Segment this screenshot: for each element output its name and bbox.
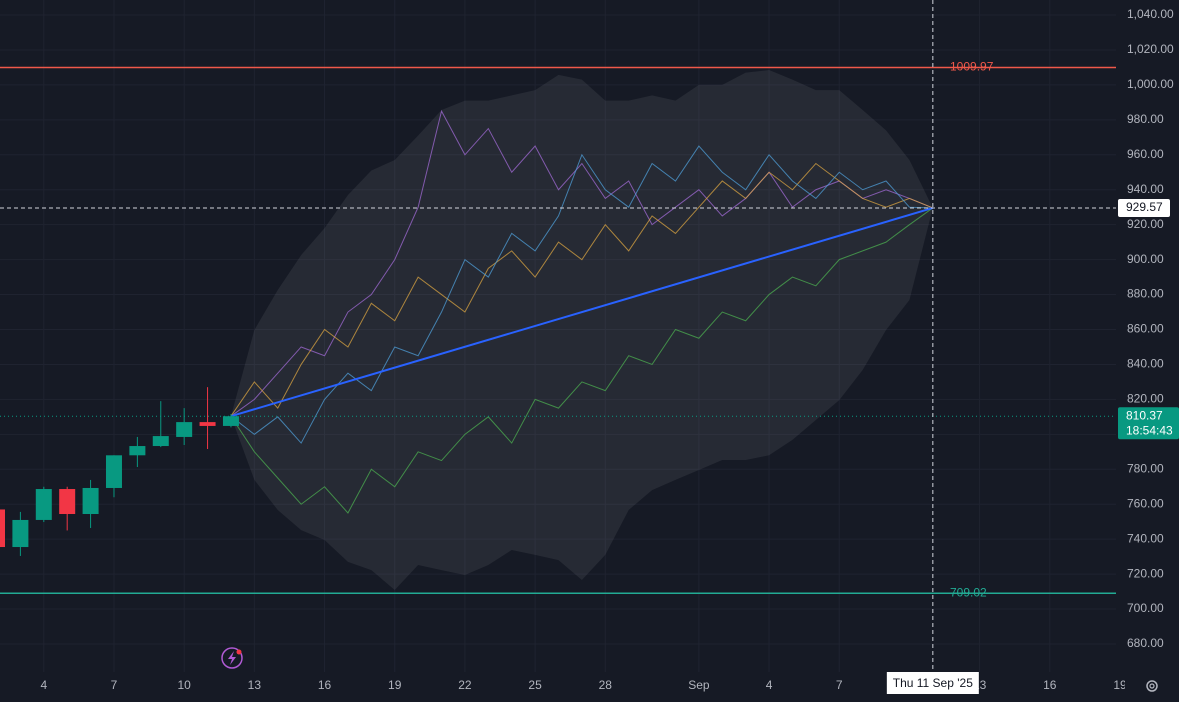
y-tick-label: 760.00 [1127, 496, 1164, 510]
last-price-label: 810.37 [1126, 408, 1163, 422]
y-tick-label: 740.00 [1127, 531, 1164, 545]
x-tick-label: 28 [599, 678, 613, 692]
simulation-path [230, 162, 934, 417]
crosshair-y-box [1118, 198, 1170, 217]
x-tick-label: 19 [388, 678, 402, 692]
y-tick-label: 1,000.00 [1127, 77, 1174, 91]
x-tick-label: 25 [528, 678, 542, 692]
crosshair-x-label: Thu 11 Sep '25 [893, 676, 973, 690]
x-tick-label: 7 [836, 678, 843, 692]
y-tick-label: 940.00 [1127, 182, 1164, 196]
x-tick-label: 22 [458, 678, 472, 692]
countdown-label: 18:54:43 [1126, 423, 1173, 437]
candle-body [59, 489, 76, 515]
candle-body [0, 509, 5, 548]
y-tick-label: 880.00 [1127, 287, 1164, 301]
crosshair-y-label: 929.57 [1126, 200, 1163, 214]
x-tick-label: 16 [318, 678, 332, 692]
last-price-box [1118, 407, 1179, 440]
simulation-envelope [230, 70, 933, 591]
simulation-path [230, 207, 934, 514]
y-tick-label: 780.00 [1127, 461, 1164, 475]
x-tick-label: 4 [40, 678, 47, 692]
y-tick-label: 960.00 [1127, 147, 1164, 161]
simulation-path [230, 109, 934, 417]
y-tick-label: 920.00 [1127, 217, 1164, 231]
mean-path [230, 206, 934, 418]
y-tick-label: 700.00 [1127, 601, 1164, 615]
y-tick-label: 1,020.00 [1127, 42, 1174, 56]
x-tick-label: 16 [1043, 678, 1057, 692]
y-tick-label: 900.00 [1127, 252, 1164, 266]
simulation-path [230, 145, 933, 444]
crosshair-x-box [886, 672, 979, 694]
x-tick-label: 7 [111, 678, 118, 692]
candle-body [82, 487, 99, 515]
candle-body [12, 519, 29, 548]
y-tick-label: 860.00 [1127, 322, 1164, 336]
y-tick-label: 820.00 [1127, 392, 1164, 406]
y-tick-label: 1,040.00 [1127, 7, 1174, 21]
hline-label: 709.02 [950, 585, 987, 599]
y-tick-label: 840.00 [1127, 357, 1164, 371]
candle-body [105, 455, 122, 488]
x-tick-label: 10 [177, 678, 191, 692]
y-tick-label: 980.00 [1127, 112, 1164, 126]
candle-body [199, 422, 216, 426]
candle-body [129, 446, 146, 456]
settings-icon[interactable] [1146, 680, 1158, 692]
x-tick-label: Sep [688, 678, 710, 692]
alert-icon[interactable] [221, 647, 243, 669]
y-tick-label: 720.00 [1127, 566, 1164, 580]
candle-body [176, 422, 193, 437]
x-tick-label: 4 [766, 678, 773, 692]
y-tick-label: 680.00 [1127, 636, 1164, 650]
hline-label: 1009.97 [950, 60, 994, 74]
candle-body [152, 436, 169, 447]
x-tick-label: 19 [1113, 678, 1127, 692]
candle-body [35, 489, 52, 520]
x-tick-label: 13 [248, 678, 262, 692]
candle-body [222, 416, 239, 426]
